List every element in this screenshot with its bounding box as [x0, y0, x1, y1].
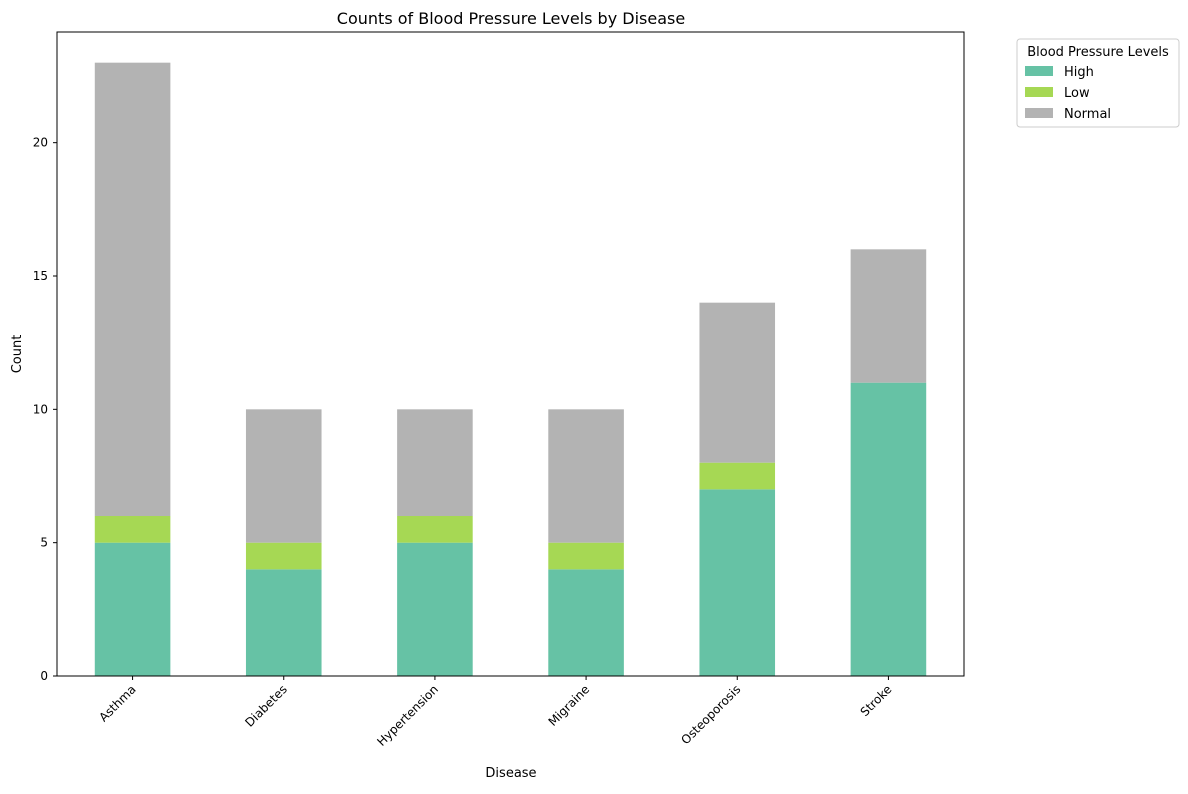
- bar-asthma-low: [94, 516, 171, 543]
- bar-migraine-normal: [548, 409, 624, 543]
- bar-stroke-normal: [850, 249, 927, 383]
- y-tick-label: 10: [33, 402, 48, 416]
- bar-diabetes-high: [245, 569, 322, 676]
- x-tick-label-osteoporosis: Osteoporosis: [678, 682, 743, 747]
- legend: Blood Pressure Levels High Low Normal: [1016, 38, 1180, 128]
- x-axis-label: Disease: [485, 766, 536, 781]
- y-tick-label: 5: [40, 536, 48, 550]
- bar-asthma-high: [94, 542, 171, 676]
- x-tick-label-hypertension: Hypertension: [374, 682, 441, 749]
- y-tick-label: 0: [40, 669, 48, 683]
- legend-frame: [1016, 38, 1180, 128]
- bar-migraine-low: [548, 542, 624, 570]
- bar-migraine-high: [548, 569, 624, 676]
- x-axis: Asthma Diabetes Hypertension Migraine Osteop…: [96, 676, 895, 749]
- bar-stroke-high: [850, 382, 927, 676]
- x-tick-label-stroke: Stroke: [858, 682, 895, 719]
- bars-layer: [94, 62, 927, 676]
- legend-label-high: High: [1064, 65, 1094, 80]
- legend-swatch-high: [1025, 66, 1053, 76]
- bar-asthma-normal: [94, 62, 171, 517]
- bar-hypertension-normal: [397, 409, 473, 516]
- y-tick-label: 20: [33, 136, 48, 150]
- bar-osteoporosis-low: [699, 462, 776, 490]
- x-tick-label-asthma: Asthma: [96, 682, 138, 724]
- legend-swatch-low: [1025, 87, 1053, 97]
- bar-hypertension-high: [397, 542, 473, 676]
- x-tick-label-migraine: Migraine: [546, 682, 593, 729]
- plot-frame: [56, 31, 965, 677]
- legend-entries: High Low Normal: [1025, 65, 1111, 122]
- bar-diabetes-low: [245, 542, 322, 570]
- legend-swatch-normal: [1025, 108, 1053, 118]
- chart-title: Counts of Blood Pressure Levels by Disea…: [337, 9, 685, 28]
- bar-osteoporosis-normal: [699, 302, 776, 463]
- y-axis: 0 5 10 15 20: [33, 136, 57, 683]
- x-tick-label-diabetes: Diabetes: [242, 682, 290, 730]
- legend-title: Blood Pressure Levels: [1027, 45, 1169, 60]
- bar-osteoporosis-high: [699, 489, 776, 676]
- legend-label-normal: Normal: [1064, 107, 1111, 122]
- bar-diabetes-normal: [245, 409, 322, 543]
- y-tick-label: 15: [33, 269, 48, 283]
- y-axis-label: Count: [10, 335, 25, 374]
- bar-hypertension-low: [397, 516, 473, 543]
- legend-label-low: Low: [1064, 86, 1090, 101]
